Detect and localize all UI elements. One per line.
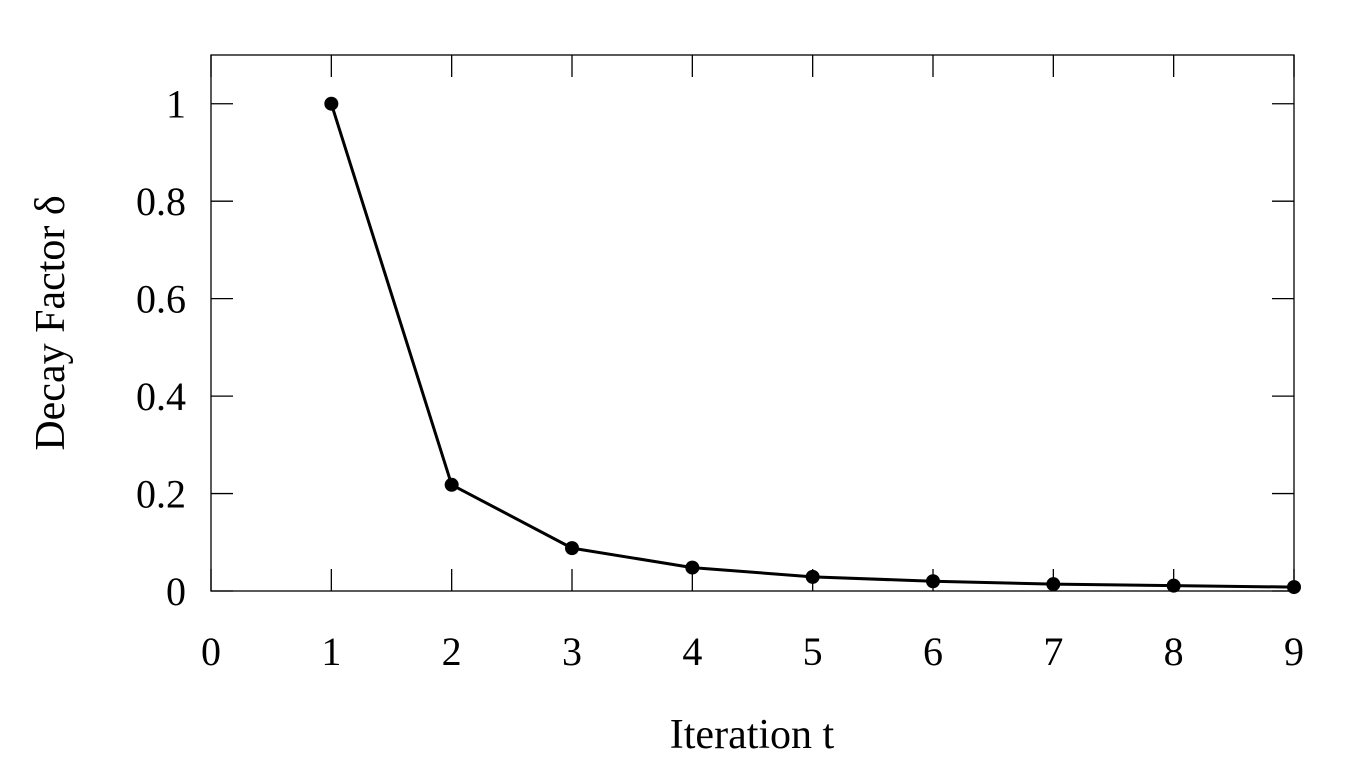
data-point (324, 96, 339, 111)
y-tick-label: 0 (166, 569, 186, 614)
y-tick-label: 1 (166, 82, 186, 127)
x-tick-label: 9 (1284, 629, 1304, 674)
x-tick-label: 2 (442, 629, 462, 674)
y-tick-label: 0.6 (136, 277, 186, 322)
x-tick-label: 0 (201, 629, 221, 674)
x-axis-title: Iteration t (670, 712, 835, 758)
x-tick-label: 5 (803, 629, 823, 674)
y-axis-title: Decay Factor δ (28, 195, 74, 450)
y-axis-ticks: 0 0.2 0.4 0.6 0.8 1 (136, 82, 1294, 614)
x-tick-label: 6 (923, 629, 943, 674)
data-point (1287, 580, 1301, 595)
y-tick-label: 0.4 (136, 374, 186, 419)
series-layer (324, 96, 1301, 595)
data-point (805, 569, 820, 584)
data-point (565, 541, 579, 556)
x-tick-label: 8 (1164, 629, 1184, 674)
x-tick-label: 3 (562, 629, 582, 674)
y-tick-label: 0.2 (136, 472, 186, 517)
data-point (926, 574, 940, 589)
series-line (329, 103, 1295, 589)
data-point (685, 560, 700, 575)
y-tick-label: 0.8 (136, 179, 186, 224)
data-point (1046, 577, 1061, 592)
x-axis-ticks: 0 1 2 3 4 5 6 7 8 9 (201, 55, 1304, 674)
data-point (444, 477, 459, 492)
x-tick-label: 4 (682, 629, 702, 674)
x-tick-label: 7 (1043, 629, 1063, 674)
plot-frame (210, 54, 1295, 592)
x-tick-label: 1 (321, 629, 341, 674)
data-point (1166, 578, 1181, 593)
